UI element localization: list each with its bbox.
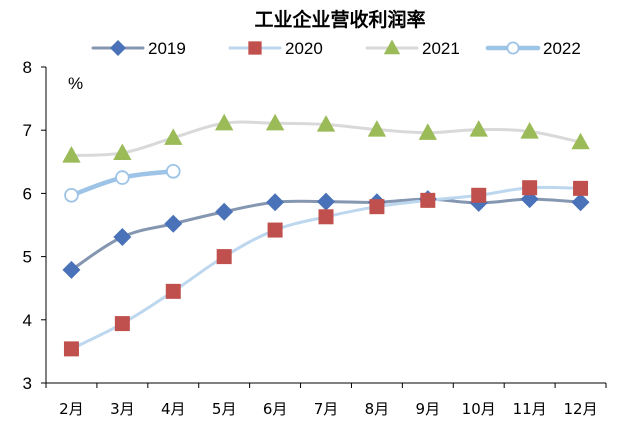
data-point-2021 — [367, 120, 387, 137]
data-point-2021 — [214, 113, 234, 131]
data-point-2022 — [64, 187, 79, 203]
x-tick-label: 4月 — [161, 400, 186, 418]
data-point-2021 — [62, 146, 81, 163]
data-point-2020 — [267, 222, 283, 238]
data-point-2022 — [165, 163, 181, 179]
chart-title: 工业企业营收利润率 — [254, 8, 425, 31]
data-point-2021 — [113, 143, 132, 161]
data-point-2020 — [216, 249, 232, 265]
x-tick-label: 3月 — [110, 400, 135, 418]
y-tick-label: 6 — [23, 184, 32, 203]
data-point-2019 — [266, 193, 285, 212]
x-tick-label: 5月 — [212, 400, 237, 418]
data-point-2022 — [115, 170, 130, 185]
data-point-2019 — [62, 260, 81, 279]
x-tick-label: 6月 — [263, 400, 288, 418]
y-unit-label: % — [68, 74, 83, 93]
data-point-2019 — [164, 214, 183, 233]
data-point-2020 — [471, 187, 487, 203]
series-lines — [69, 120, 583, 351]
data-point-2020 — [369, 199, 385, 215]
y-tick-label: 7 — [23, 121, 32, 140]
legend-marker-2021 — [383, 39, 401, 55]
data-point-2020 — [114, 316, 130, 332]
legend-label-2022: 2022 — [543, 39, 581, 58]
data-point-2021 — [316, 115, 336, 132]
data-point-2019 — [215, 202, 234, 221]
data-point-2019 — [113, 228, 132, 246]
data-point-2020 — [165, 283, 181, 299]
data-point-2020 — [522, 180, 538, 196]
data-point-2021 — [520, 122, 539, 139]
data-point-2020 — [420, 192, 436, 208]
data-point-2020 — [573, 180, 589, 196]
legend-marker-2020 — [248, 41, 262, 55]
x-tick-label: 8月 — [365, 400, 390, 418]
data-point-2021 — [469, 120, 488, 137]
y-tick-label: 5 — [23, 248, 32, 267]
data-point-2020 — [63, 341, 79, 357]
y-tick-label: 4 — [23, 311, 32, 330]
axes: 3 4 5 6 7 8 2月 3月 4月 5月 6月 7月 8月 9月 10月 11月 12月 — [23, 58, 607, 418]
legend-marker-2022 — [506, 41, 520, 55]
data-point-2020 — [318, 209, 334, 225]
data-point-2019 — [317, 192, 335, 211]
x-tick-label: 10月 — [462, 400, 496, 418]
data-point-2021 — [164, 128, 183, 145]
legend-label-2021: 2021 — [422, 39, 460, 58]
y-tick-label: 3 — [23, 374, 32, 393]
legend-label-2019: 2019 — [148, 39, 186, 58]
x-tick-label: 9月 — [416, 400, 441, 418]
data-point-2019 — [571, 193, 590, 212]
series-markers — [62, 113, 590, 357]
data-point-2021 — [571, 132, 590, 150]
x-tick-label: 7月 — [314, 400, 339, 418]
x-tick-label: 2月 — [59, 400, 84, 418]
legend-marker-2019 — [110, 40, 126, 56]
data-point-2021 — [265, 113, 285, 131]
y-tick-label: 8 — [23, 58, 32, 77]
x-tick-label: 11月 — [513, 400, 547, 418]
legend: 2019 2020 2021 2022 — [91, 39, 581, 58]
legend-label-2020: 2020 — [285, 39, 323, 58]
data-point-2021 — [418, 123, 438, 140]
x-tick-label: 12月 — [563, 400, 597, 418]
